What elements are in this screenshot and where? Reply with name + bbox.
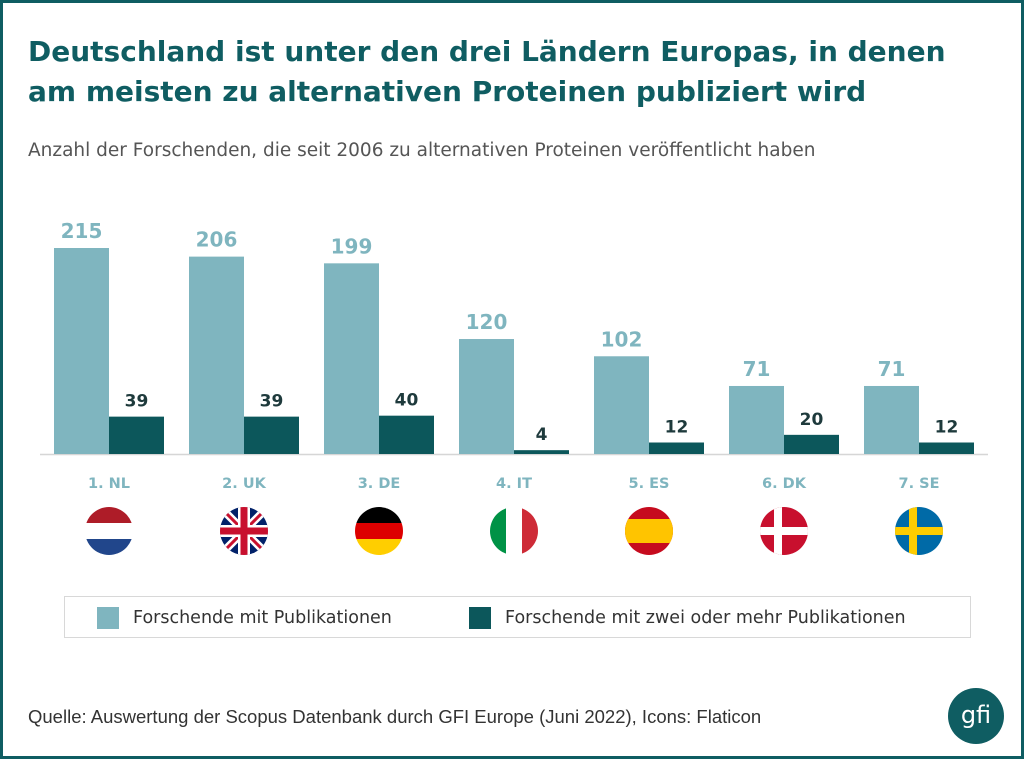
gfi-logo: gfi bbox=[948, 688, 1004, 744]
bar-all-6 bbox=[864, 385, 919, 454]
netherlands-flag-icon bbox=[85, 507, 133, 555]
bar-multi-1 bbox=[244, 416, 299, 454]
data-label-all-4: 102 bbox=[601, 327, 643, 351]
bar-all-5 bbox=[729, 385, 784, 454]
legend-swatch-series-1 bbox=[97, 607, 119, 629]
bar-multi-2 bbox=[379, 415, 434, 454]
bar-all-0 bbox=[54, 248, 109, 454]
data-label-multi-3: 4 bbox=[536, 425, 548, 445]
bar-chart: 215 39 1. NL 206 39 2. UK 199 40 3. DE 120 4 4. IT 1… bbox=[40, 219, 988, 555]
denmark-flag-icon bbox=[760, 507, 808, 555]
chart-title: Deutschland ist unter den drei Ländern E… bbox=[28, 35, 946, 108]
data-label-multi-6: 12 bbox=[935, 418, 959, 438]
data-label-multi-0: 39 bbox=[125, 392, 149, 412]
category-label-5: 6. DK bbox=[762, 476, 807, 492]
category-label-1: 2. UK bbox=[222, 476, 266, 492]
legend-label-series-2: Forschende mit zwei oder mehr Publikatio… bbox=[505, 608, 906, 628]
bar-all-4 bbox=[594, 356, 649, 454]
category-label-4: 5. ES bbox=[629, 476, 670, 492]
data-label-all-0: 215 bbox=[61, 219, 103, 243]
category-label-0: 1. NL bbox=[88, 476, 130, 492]
bar-all-2 bbox=[324, 263, 379, 454]
bar-multi-0 bbox=[109, 416, 164, 454]
germany-flag-icon bbox=[355, 507, 403, 555]
sweden-flag-icon bbox=[895, 507, 943, 555]
chart-subtitle: Anzahl der Forschenden, die seit 2006 zu… bbox=[28, 140, 816, 161]
legend-swatch-series-2 bbox=[469, 607, 491, 629]
source-note: Quelle: Auswertung der Scopus Datenbank … bbox=[28, 706, 762, 727]
spain-flag-icon bbox=[625, 507, 673, 555]
bar-multi-4 bbox=[649, 442, 704, 454]
data-label-all-2: 199 bbox=[331, 234, 373, 258]
data-label-all-1: 206 bbox=[196, 228, 238, 252]
category-label-3: 4. IT bbox=[496, 476, 532, 492]
bar-multi-3 bbox=[514, 450, 569, 454]
data-label-multi-1: 39 bbox=[260, 392, 284, 412]
bar-all-1 bbox=[189, 256, 244, 454]
bar-multi-6 bbox=[919, 442, 974, 454]
data-label-multi-5: 20 bbox=[800, 410, 824, 430]
category-label-6: 7. SE bbox=[899, 476, 940, 492]
chart-legend: Forschende mit Publikationen Forschende … bbox=[64, 596, 971, 638]
data-label-all-5: 71 bbox=[743, 357, 771, 381]
uk-flag-icon bbox=[220, 507, 268, 555]
data-label-multi-4: 12 bbox=[665, 418, 689, 438]
data-label-all-6: 71 bbox=[878, 357, 906, 381]
legend-label-series-1: Forschende mit Publikationen bbox=[133, 608, 392, 628]
data-label-multi-2: 40 bbox=[395, 391, 419, 411]
bar-multi-5 bbox=[784, 434, 839, 454]
italy-flag-icon bbox=[490, 507, 538, 555]
bar-all-3 bbox=[459, 339, 514, 454]
category-label-2: 3. DE bbox=[358, 476, 401, 492]
data-label-all-3: 120 bbox=[466, 310, 508, 334]
